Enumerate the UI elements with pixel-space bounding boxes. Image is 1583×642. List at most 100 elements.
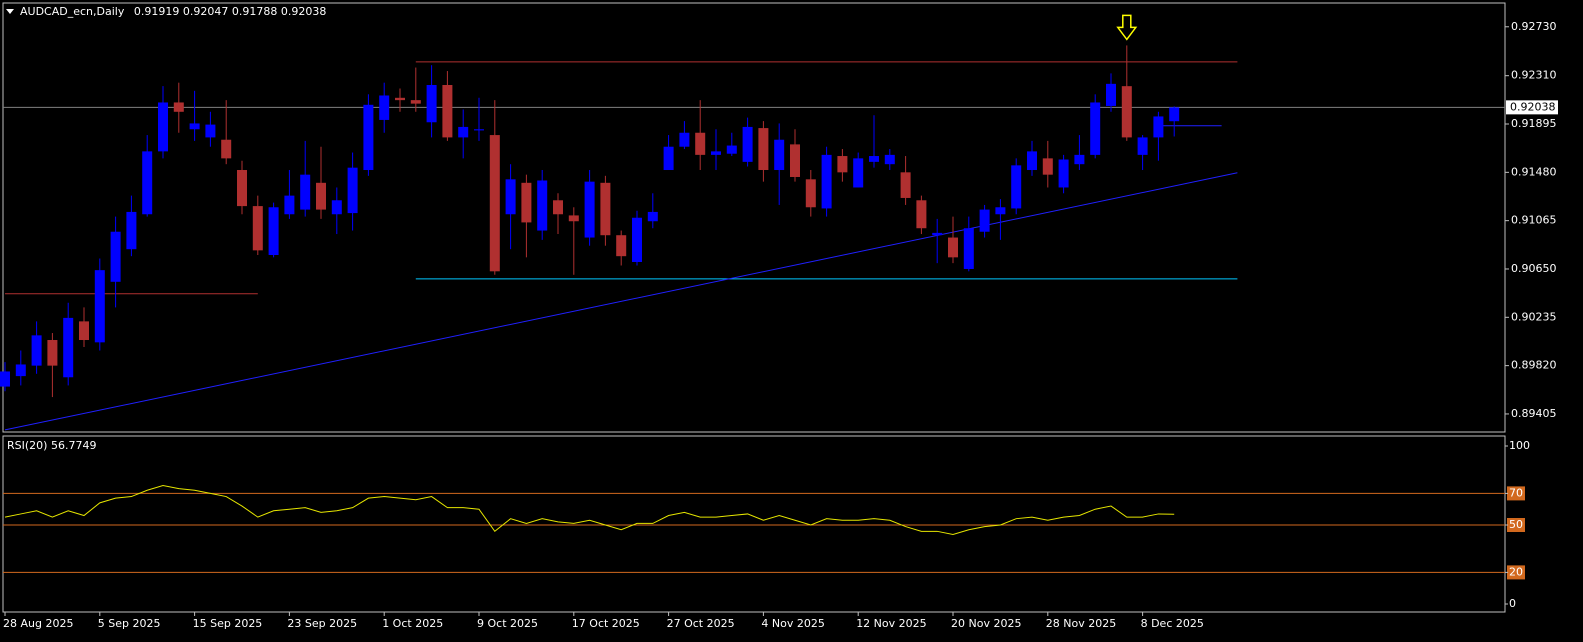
rsi-y-tick-label: 0	[1509, 597, 1516, 610]
header-open: 0.91919	[134, 5, 180, 18]
candle-body	[110, 231, 121, 282]
x-tick-label: 8 Dec 2025	[1141, 617, 1204, 630]
candle-body	[1169, 107, 1180, 122]
candle-body	[1058, 159, 1069, 188]
candle-body	[205, 124, 216, 138]
symbol: AUDCAD_ecn,Daily	[20, 5, 125, 18]
header: AUDCAD_ecn,Daily 0.91919 0.92047 0.91788…	[20, 5, 326, 18]
candle-body	[616, 235, 627, 257]
x-tick-label: 23 Sep 2025	[287, 617, 357, 630]
candle-body	[410, 100, 421, 104]
candle-body	[1074, 154, 1085, 165]
y-tick-label: 0.89820	[1511, 359, 1557, 372]
price-panel-frame	[2, 2, 1506, 433]
candle-body	[853, 158, 864, 188]
candle-body	[1042, 158, 1053, 175]
candle-body	[900, 172, 911, 198]
candle-body	[821, 154, 832, 209]
candle-body	[916, 200, 927, 229]
rsi-y-tick-label: 100	[1509, 439, 1530, 452]
candle-body	[1106, 83, 1116, 106]
candle-body	[442, 85, 453, 138]
x-tick-label: 20 Nov 2025	[951, 617, 1021, 630]
y-tick-label: 0.92730	[1511, 20, 1557, 33]
candle-body	[47, 340, 58, 366]
rsi-value: 56.7749	[51, 439, 97, 452]
candle-body	[695, 132, 706, 155]
candle-body	[553, 200, 563, 215]
candle-body	[142, 151, 153, 215]
candle-body	[995, 207, 1006, 215]
candle-body	[489, 135, 500, 272]
candle-body	[663, 146, 674, 171]
candle-body	[963, 228, 974, 269]
rsi-line	[4, 484, 1175, 535]
x-tick-label: 15 Sep 2025	[193, 617, 263, 630]
candle-body	[742, 126, 753, 162]
x-tick-label: 28 Nov 2025	[1046, 617, 1116, 630]
candle-body	[316, 182, 326, 210]
y-tick-label: 0.89405	[1511, 407, 1557, 420]
rsi-level-box	[1507, 565, 1525, 580]
candle-body	[79, 321, 89, 341]
candle-body	[584, 181, 595, 238]
candle-body	[189, 123, 200, 130]
rsi-y-tick-label: 70	[1509, 486, 1523, 499]
y-tick-label: 0.91895	[1511, 117, 1557, 130]
header-high: 0.92047	[183, 5, 229, 18]
x-tick-label: 17 Oct 2025	[572, 617, 640, 630]
candle-body	[474, 129, 484, 131]
candle-body	[837, 156, 848, 173]
drawn-line	[4, 172, 1238, 431]
x-tick-label: 5 Sep 2025	[98, 617, 161, 630]
candle-body	[1027, 151, 1037, 171]
x-tick-label: 1 Oct 2025	[382, 617, 443, 630]
candle-body	[679, 132, 690, 147]
candle-body	[979, 209, 990, 232]
candle-body	[932, 232, 943, 236]
candle-body	[94, 270, 105, 343]
candle-body	[521, 182, 532, 223]
candle-body	[252, 206, 263, 251]
candle-body	[647, 211, 658, 222]
x-tick-label: 4 Nov 2025	[761, 617, 824, 630]
candle-body	[0, 371, 10, 387]
y-tick-label: 0.90650	[1511, 262, 1557, 275]
rsi-level-box	[1507, 518, 1525, 532]
candle-body	[63, 317, 74, 378]
candle-body	[1137, 137, 1148, 155]
candle-body	[726, 145, 737, 154]
candle-body	[15, 364, 26, 377]
candle-body	[869, 156, 879, 162]
x-tick-label: 27 Oct 2025	[667, 617, 735, 630]
y-tick-label: 0.91065	[1511, 214, 1557, 227]
candle-body	[632, 217, 642, 262]
candle-body	[331, 200, 342, 215]
rsi-label: RSI(20) 56.7749	[7, 439, 96, 452]
candle-body	[347, 167, 358, 214]
candle-body	[1011, 165, 1022, 209]
rsi-y-tick-label: 20	[1509, 565, 1523, 578]
candle-body	[458, 126, 469, 138]
current-price-box	[1506, 100, 1558, 115]
candle-body	[126, 211, 137, 250]
current-price-label: 0.92038	[1510, 100, 1556, 113]
rsi-level-box	[1507, 486, 1525, 501]
candle-body	[268, 207, 279, 256]
y-tick-label: 0.92310	[1511, 69, 1557, 82]
candle-body	[1090, 102, 1101, 155]
candle-body	[300, 174, 311, 210]
candle-body	[237, 170, 247, 207]
candle-body	[537, 180, 548, 231]
candle-body	[568, 215, 579, 222]
header-low: 0.91788	[232, 5, 278, 18]
candle-body	[505, 179, 516, 215]
candle-body	[1153, 116, 1164, 138]
rsi-y-tick-label: 50	[1509, 518, 1523, 531]
candle-body	[600, 182, 611, 236]
header-close: 0.92038	[281, 5, 327, 18]
y-tick-label: 0.91480	[1511, 165, 1557, 178]
candle-body	[379, 95, 390, 120]
